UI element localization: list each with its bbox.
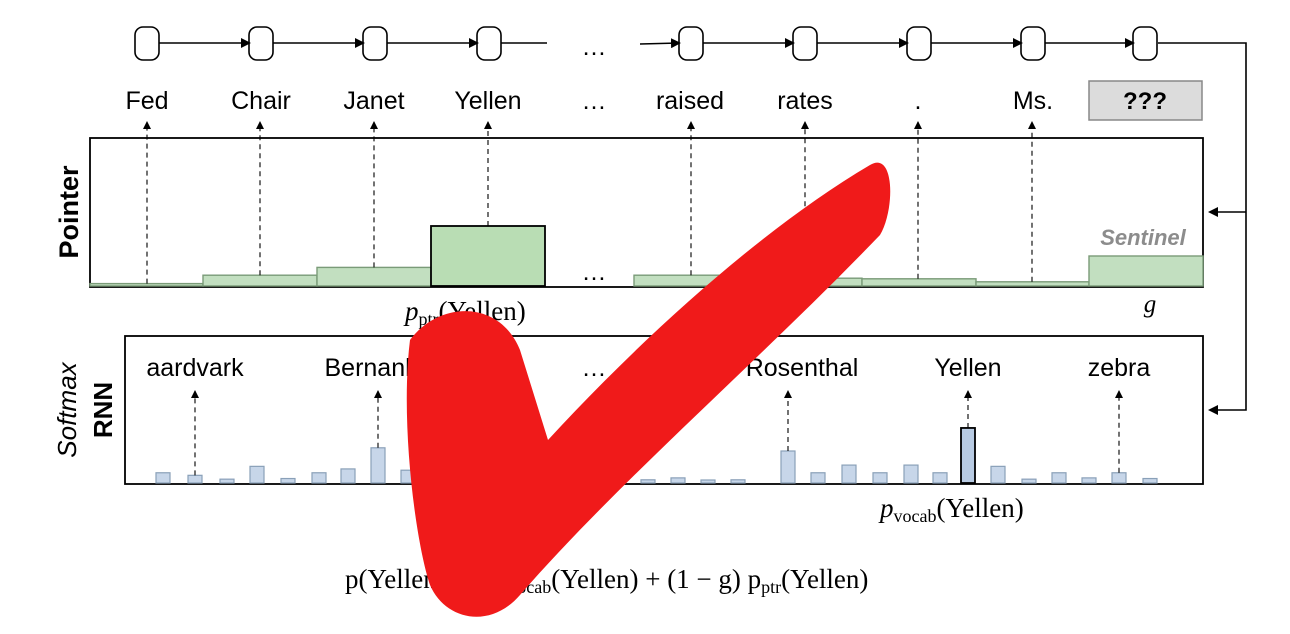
vocab-bar bbox=[1142, 477, 1158, 484]
equation-end: (Yellen) bbox=[781, 564, 868, 594]
input-word: Ms. bbox=[1013, 87, 1053, 115]
input-word: raised bbox=[656, 87, 724, 115]
vocab-bar bbox=[932, 472, 948, 484]
softmax-label: Softmax bbox=[52, 361, 82, 457]
vocab-bar bbox=[841, 464, 857, 484]
vocab-bar bbox=[370, 447, 386, 484]
vocab-bar bbox=[670, 477, 686, 484]
gate-label: g bbox=[1144, 291, 1157, 318]
vocab-bar bbox=[872, 472, 888, 484]
vocab-bar bbox=[1021, 478, 1037, 484]
vocab-bar bbox=[903, 464, 919, 484]
vocab-bar bbox=[1051, 472, 1067, 484]
vocab-word: zebra bbox=[1088, 354, 1151, 382]
vocab-bar bbox=[280, 477, 296, 484]
pointer-label: Pointer bbox=[54, 165, 84, 259]
rnn-cell bbox=[362, 26, 388, 61]
vocab-word: … bbox=[582, 354, 607, 382]
vocab-formula-lhs: p bbox=[878, 493, 894, 523]
pointer-ellipsis: … bbox=[582, 258, 607, 286]
pointer-bar-chair bbox=[202, 274, 318, 287]
vocab-bar bbox=[640, 479, 656, 484]
vocab-distribution bbox=[155, 390, 1158, 484]
vocab-bar bbox=[990, 465, 1006, 484]
vocab-bar bbox=[311, 472, 327, 484]
rnn-cell bbox=[1020, 26, 1046, 61]
input-word-row: Fed Chair Janet Yellen … raised rates. Ms. bbox=[125, 87, 1053, 115]
pointer-bar-janet bbox=[316, 266, 432, 287]
vocab-word: Rosenthal bbox=[746, 354, 859, 382]
input-word: rates bbox=[777, 87, 833, 115]
rnn-cell bbox=[248, 26, 274, 61]
query-label: ??? bbox=[1123, 88, 1167, 115]
vocab-bar bbox=[219, 478, 235, 484]
input-word: Fed bbox=[125, 87, 168, 115]
vocab-formula-sub: vocab bbox=[894, 506, 937, 526]
input-word: Chair bbox=[231, 87, 291, 115]
input-word: Janet bbox=[343, 87, 404, 115]
pointer-bar- bbox=[861, 278, 977, 287]
vocab-bar bbox=[1081, 477, 1097, 484]
vocab-bar bbox=[187, 474, 203, 484]
vocab-formula-arg: (Yellen) bbox=[936, 493, 1023, 523]
sentinel-label: Sentinel bbox=[1100, 225, 1186, 250]
vocab-bar bbox=[1111, 472, 1127, 484]
pointer-panel bbox=[89, 137, 1204, 288]
equation-mid: (Yellen) + (1 − g) p bbox=[551, 564, 761, 594]
vocab-bar bbox=[780, 450, 796, 484]
pointer-bar-ms bbox=[975, 281, 1090, 287]
vocab-bar bbox=[810, 472, 826, 484]
vocab-bar bbox=[249, 465, 265, 484]
rnn-cell bbox=[906, 26, 932, 61]
rnn-cell bbox=[792, 26, 818, 61]
rnn-cell bbox=[134, 26, 160, 61]
pointer-bar-yellen bbox=[430, 225, 546, 287]
input-word: Yellen bbox=[454, 87, 521, 115]
rnn-chain: … bbox=[134, 26, 1158, 61]
rnn-cell bbox=[678, 26, 704, 61]
vocab-word: aardvark bbox=[146, 354, 244, 382]
vocab-bar bbox=[700, 479, 716, 484]
pointer-distribution: … bbox=[89, 121, 1204, 287]
pointer-formula-lhs: p bbox=[403, 296, 419, 326]
vocab-prob-formula: pvocab(Yellen) bbox=[878, 493, 1024, 526]
input-word: . bbox=[915, 87, 922, 115]
equation-sub-ptr: ptr bbox=[761, 577, 781, 597]
red-checkmark-icon bbox=[406, 162, 891, 617]
vocab-bar bbox=[155, 472, 171, 484]
output-to-softmax-arrow bbox=[1158, 42, 1247, 415]
query-box bbox=[1088, 80, 1203, 121]
mixture-equation: p(Yellen) = g pvocab(Yellen) + (1 − g) p… bbox=[345, 564, 868, 597]
input-word: … bbox=[582, 87, 607, 115]
chain-arrow bbox=[639, 38, 681, 49]
vocab-bar bbox=[340, 468, 356, 484]
rnn-cell bbox=[1132, 26, 1158, 61]
vocab-bar bbox=[960, 427, 976, 484]
vocab-word: Yellen bbox=[934, 354, 1001, 382]
pointer-bar-fed bbox=[89, 282, 204, 287]
vocab-bar bbox=[730, 479, 746, 484]
pointer-bar-sentinel bbox=[1088, 255, 1204, 287]
rnn-label: RNN bbox=[88, 382, 118, 438]
chain-ellipsis: … bbox=[582, 33, 607, 61]
rnn-cell bbox=[476, 26, 502, 61]
